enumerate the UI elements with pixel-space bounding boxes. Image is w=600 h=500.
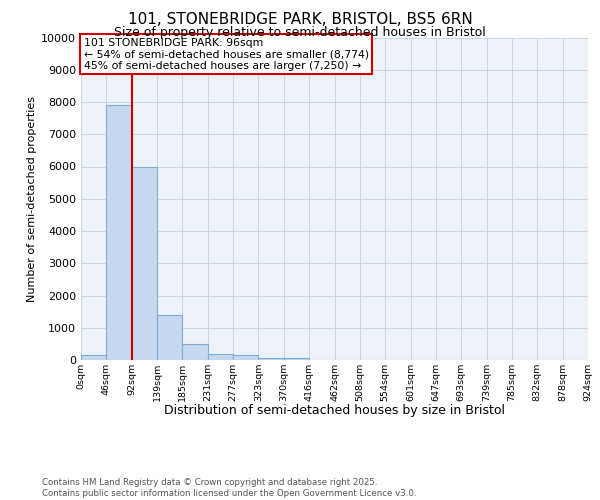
Text: Contains HM Land Registry data © Crown copyright and database right 2025.
Contai: Contains HM Land Registry data © Crown c… <box>42 478 416 498</box>
Bar <box>106 105 132 360</box>
Bar <box>259 358 284 360</box>
Text: 101, STONEBRIDGE PARK, BRISTOL, BS5 6RN: 101, STONEBRIDGE PARK, BRISTOL, BS5 6RN <box>128 12 472 28</box>
Y-axis label: Number of semi-detached properties: Number of semi-detached properties <box>27 96 37 302</box>
Bar <box>284 358 309 360</box>
X-axis label: Distribution of semi-detached houses by size in Bristol: Distribution of semi-detached houses by … <box>164 404 505 417</box>
Bar <box>81 355 106 360</box>
Bar <box>233 355 259 360</box>
Bar <box>132 166 157 360</box>
Bar <box>182 344 208 360</box>
Text: 101 STONEBRIDGE PARK: 96sqm
← 54% of semi-detached houses are smaller (8,774)
45: 101 STONEBRIDGE PARK: 96sqm ← 54% of sem… <box>83 38 368 70</box>
Bar <box>208 354 233 360</box>
Text: Size of property relative to semi-detached houses in Bristol: Size of property relative to semi-detach… <box>114 26 486 39</box>
Bar <box>157 315 182 360</box>
